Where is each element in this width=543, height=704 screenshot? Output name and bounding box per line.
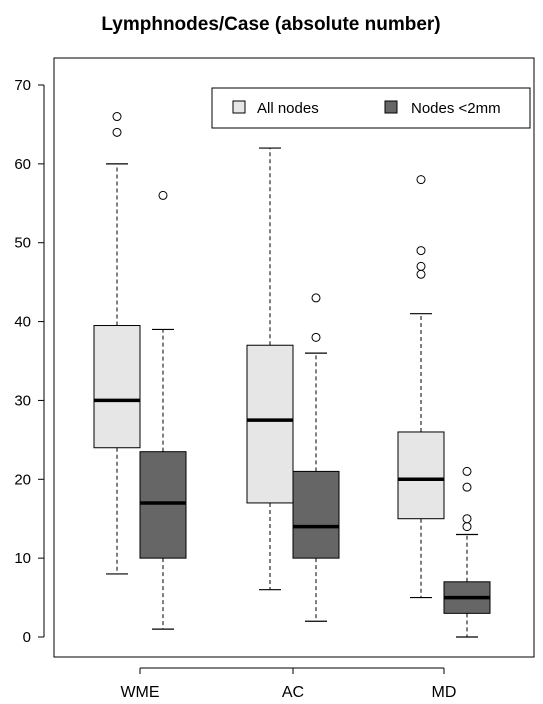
outlier-point [416,246,426,256]
box-body [292,470,340,559]
legend-label-nodes-under-2mm: Nodes <2mm [411,100,501,117]
y-tick-label: 10 [14,550,31,567]
box-body [93,325,141,449]
legend: All nodes Nodes <2mm [211,87,531,129]
box-body [139,451,187,559]
y-tick-label: 0 [23,629,31,646]
box-wme-all-nodes [93,112,141,575]
x-tick-label: MD [432,684,457,701]
x-tick-label: WME [120,684,159,701]
box-ac-nodes-under-2mm [292,293,340,622]
legend-label-all-nodes: All nodes [257,100,319,117]
outlier-point [462,482,472,492]
x-axis: WME AC MD [120,667,457,701]
y-tick-label: 40 [14,314,31,331]
outlier-point [416,269,426,279]
x-tick-label: AC [282,684,304,701]
box-ac-all-nodes [246,147,294,591]
y-tick-label: 20 [14,471,31,488]
outlier-point [112,127,122,137]
plot-frame [53,57,535,658]
outlier-point [158,190,168,200]
y-tick-label: 50 [14,235,31,252]
legend-swatch-all-nodes [232,100,246,114]
outlier-point [462,514,472,524]
outlier-point [462,522,472,532]
outlier-point [462,466,472,476]
outlier-point [416,261,426,271]
box-body [246,344,294,504]
chart-title: Lymphnodes/Case (absolute number) [101,14,440,35]
y-axis: 0 10 20 30 40 50 60 70 [14,77,45,646]
y-tick-label: 70 [14,77,31,94]
y-tick-label: 60 [14,156,31,173]
box-wme-nodes-under-2mm [139,190,187,630]
outlier-point [311,332,321,342]
outlier-point [416,175,426,185]
boxes [93,112,491,638]
y-tick-label: 30 [14,392,31,409]
legend-swatch-nodes-under-2mm [384,100,398,114]
outlier-point [311,293,321,303]
box-body [397,431,445,520]
legend-frame [211,87,531,129]
box-md-all-nodes [397,175,445,599]
outlier-point [112,112,122,122]
box-md-nodes-under-2mm [443,466,491,638]
